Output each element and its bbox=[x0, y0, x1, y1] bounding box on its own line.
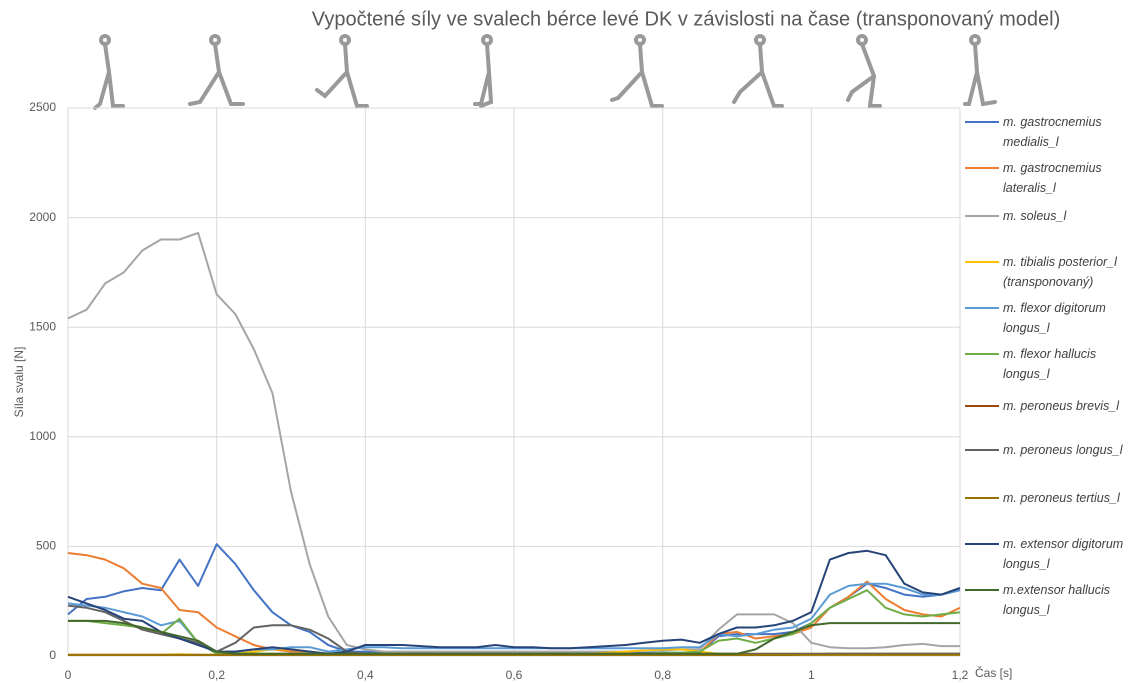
chart-title: Vypočtené síly ve svalech bérce levé DK … bbox=[312, 8, 1061, 30]
legend-item: m. flexor digitorum longus_l bbox=[965, 298, 1135, 338]
legend-item: m. peroneus brevis_l bbox=[965, 396, 1135, 416]
y-tick-label: 1000 bbox=[29, 429, 56, 443]
legend-item: m. gastrocnemius medialis_l bbox=[965, 112, 1135, 152]
legend-label: m. peroneus tertius_l bbox=[1003, 488, 1120, 508]
legend-swatch bbox=[965, 589, 999, 591]
y-tick-label: 2000 bbox=[29, 210, 56, 224]
page: Vypočtené síly ve svalech bérce levé DK … bbox=[0, 0, 1148, 683]
legend-swatch bbox=[965, 497, 999, 499]
legend-item: m. peroneus longus_l bbox=[965, 440, 1135, 460]
x-axis-label: Čas [s] bbox=[975, 665, 1012, 680]
legend-item: m. tibialis posterior_l (transponovaný) bbox=[965, 252, 1135, 292]
legend-item: m. peroneus tertius_l bbox=[965, 488, 1135, 508]
x-tick-label: 1 bbox=[808, 668, 815, 682]
legend-swatch bbox=[965, 449, 999, 451]
legend-item: m. gastrocnemius lateralis_l bbox=[965, 158, 1135, 198]
x-tick-label: 1,2 bbox=[952, 668, 969, 682]
legend-swatch bbox=[965, 405, 999, 407]
legend-label: m. tibialis posterior_l (transponovaný) bbox=[1003, 252, 1135, 292]
legend-swatch bbox=[965, 215, 999, 217]
legend-label: m.extensor hallucis longus_l bbox=[1003, 580, 1135, 620]
y-tick-label: 1500 bbox=[29, 319, 56, 333]
legend-swatch bbox=[965, 307, 999, 309]
legend-swatch bbox=[965, 353, 999, 355]
legend-label: m. peroneus longus_l bbox=[1003, 440, 1123, 460]
legend-swatch bbox=[965, 167, 999, 169]
x-tick-label: 0,8 bbox=[654, 668, 671, 682]
walking-figures bbox=[95, 36, 995, 108]
legend-label: m. soleus_l bbox=[1003, 206, 1066, 226]
legend-swatch bbox=[965, 261, 999, 263]
legend-item: m.extensor hallucis longus_l bbox=[965, 580, 1135, 620]
y-tick-label: 500 bbox=[36, 539, 56, 553]
legend-item: m. extensor digitorum longus_l bbox=[965, 534, 1135, 574]
legend-label: m. peroneus brevis_l bbox=[1003, 396, 1119, 416]
x-tick-label: 0,6 bbox=[506, 668, 523, 682]
x-tick-label: 0 bbox=[65, 668, 72, 682]
legend-item: m. soleus_l bbox=[965, 206, 1135, 226]
y-tick-label: 0 bbox=[49, 648, 56, 662]
legend-label: m. gastrocnemius lateralis_l bbox=[1003, 158, 1135, 198]
x-tick-label: 0,4 bbox=[357, 668, 374, 682]
y-tick-label: 2500 bbox=[29, 100, 56, 114]
legend-swatch bbox=[965, 543, 999, 545]
x-tick-label: 0,2 bbox=[208, 668, 225, 682]
legend-label: m. flexor digitorum longus_l bbox=[1003, 298, 1135, 338]
legend-label: m. flexor hallucis longus_l bbox=[1003, 344, 1135, 384]
y-axis-label: Síla svalu [N] bbox=[12, 347, 26, 418]
legend-label: m. gastrocnemius medialis_l bbox=[1003, 112, 1135, 152]
legend-item: m. flexor hallucis longus_l bbox=[965, 344, 1135, 384]
legend-label: m. extensor digitorum longus_l bbox=[1003, 534, 1135, 574]
legend-swatch bbox=[965, 121, 999, 123]
